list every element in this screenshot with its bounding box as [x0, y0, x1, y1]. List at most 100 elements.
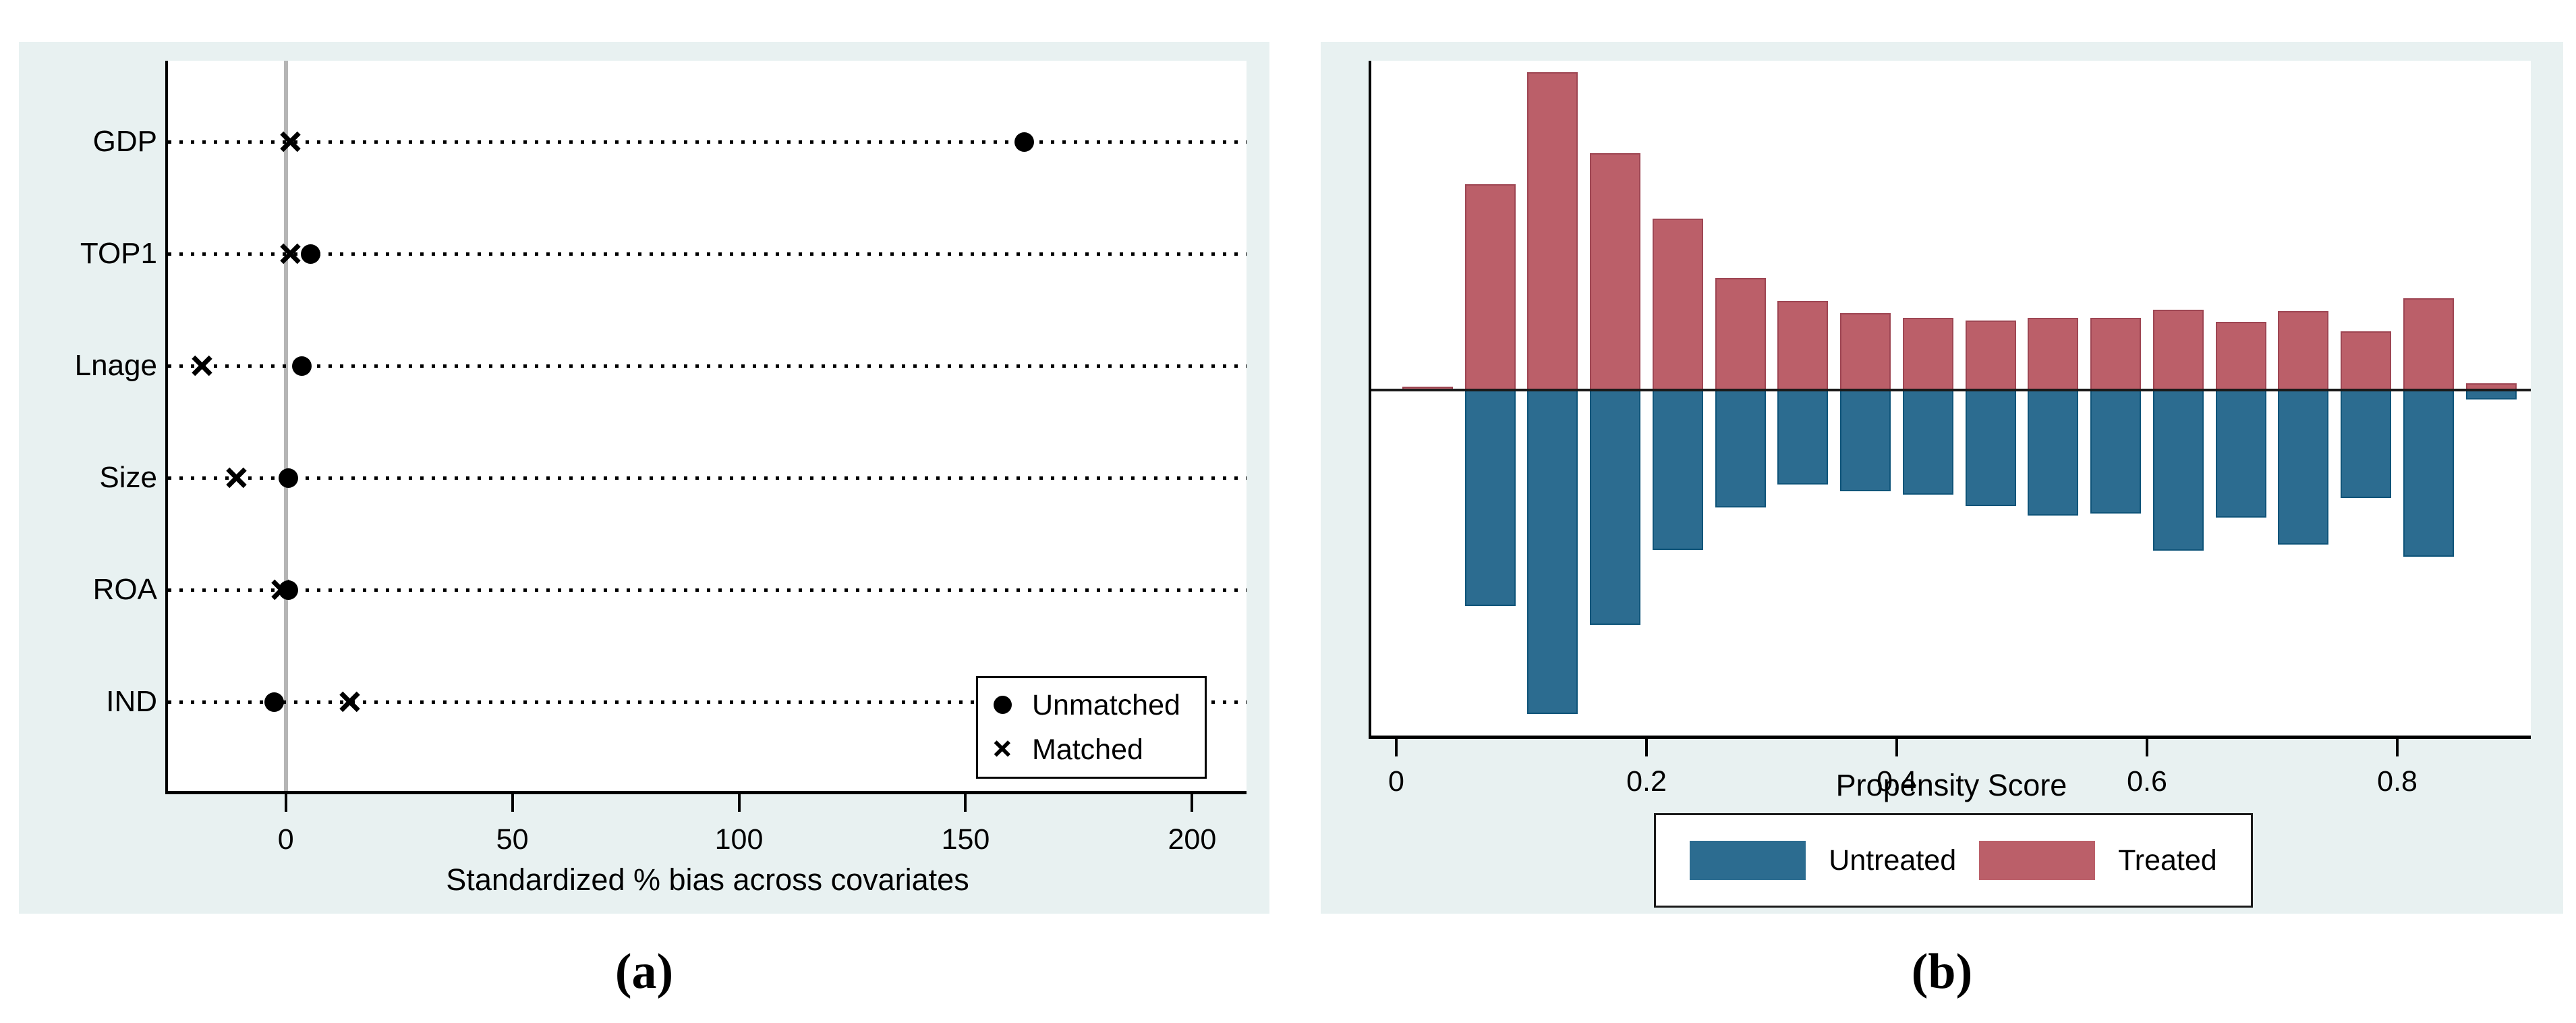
treated-bar [1464, 184, 1516, 390]
x-tick-label-50: 50 [496, 823, 529, 856]
treated-bar [2403, 298, 2454, 390]
treated-bar [2341, 331, 2392, 390]
x-tick-label-0: 0 [1388, 765, 1404, 798]
matched-marker-gdp [279, 131, 301, 153]
legend-label-treated: Treated [2118, 844, 2217, 877]
histogram-baseline [1371, 389, 2531, 391]
legend-label-matched: Matched [1032, 733, 1143, 766]
leader-line-gdp [168, 140, 1247, 144]
untreated-bar [2465, 390, 2517, 400]
x-tick-label-0p6: 0.6 [2127, 765, 2167, 798]
leader-line-size [168, 476, 1247, 480]
treated-bar [2278, 311, 2329, 390]
matched-marker-ind [339, 691, 360, 713]
category-label-ind: IND [106, 685, 157, 718]
zero-reference-line [283, 61, 288, 791]
category-label-top1: TOP1 [80, 237, 157, 270]
legend-label-unmatched: Unmatched [1032, 688, 1180, 721]
panel-b: Propensity Score Untreated Treated 0 0.2 0.… [1321, 42, 2563, 914]
treated-bar [2028, 318, 2079, 390]
untreated-bar [1715, 390, 1766, 507]
legend-matched-unmatched: Unmatched Matched [976, 676, 1207, 779]
matched-marker-size [225, 467, 247, 489]
unmatched-marker-gdp [1014, 132, 1035, 152]
panel-a: Standardized % bias across covariates Un… [19, 42, 1269, 914]
leader-line-roa [168, 588, 1247, 592]
untreated-bar [1464, 390, 1516, 606]
unmatched-marker-top1 [301, 244, 321, 264]
untreated-bar [2028, 390, 2079, 516]
leader-line-ind [168, 700, 1247, 704]
x-tick-0 [284, 794, 287, 812]
unmatched-marker-size [278, 468, 298, 488]
legend-label-untreated: Untreated [1829, 844, 1957, 877]
x-tick-label-0p2: 0.2 [1626, 765, 1667, 798]
untreated-bar [1840, 390, 1891, 491]
y-axis-line [165, 61, 168, 794]
legend-item-matched: Matched [992, 734, 1191, 766]
treated-bar [1715, 278, 1766, 390]
untreated-bar [2090, 390, 2142, 514]
treated-bar [1527, 72, 1578, 390]
untreated-bar [1527, 390, 1578, 714]
category-label-lnage: Lnage [74, 349, 157, 382]
treated-bar [2215, 322, 2266, 390]
x-tick-label-200: 200 [1168, 823, 1217, 856]
x-tick-label-100: 100 [714, 823, 764, 856]
untreated-bar [2215, 390, 2266, 518]
treated-bar [1777, 301, 1829, 390]
x-tick-0p6 [2146, 739, 2148, 756]
legend-treated-untreated: Untreated Treated [1654, 813, 2253, 908]
untreated-bar [2341, 390, 2392, 499]
x-axis-title-bias: Standardized % bias across covariates [446, 862, 969, 897]
x-marker-glyph [994, 740, 1008, 754]
legend-item-unmatched: Unmatched [992, 689, 1191, 721]
x-tick-0p2 [1645, 739, 1648, 756]
treated-bar [1590, 153, 1641, 390]
unmatched-marker-ind [264, 692, 285, 712]
untreated-swatch [1690, 841, 1806, 880]
unmatched-marker-roa [278, 580, 298, 600]
unmatched-dot-icon [992, 694, 1014, 717]
dot-marker-glyph [994, 696, 1012, 714]
matched-marker-top1 [279, 243, 301, 265]
x-tick-50 [511, 794, 514, 812]
matched-x-icon [992, 738, 1014, 761]
bias-dot-plot: Standardized % bias across covariates Un… [75, 61, 1247, 897]
x-tick-200 [1191, 794, 1194, 812]
untreated-bar [2403, 390, 2454, 557]
category-label-size: Size [99, 461, 157, 494]
x-tick-label-0p4: 0.4 [1877, 765, 1917, 798]
treated-bar [1902, 318, 1953, 390]
matched-marker-lnage [191, 355, 212, 377]
untreated-bar [1652, 390, 1703, 550]
treated-bar [1840, 313, 1891, 390]
leader-line-lnage [168, 364, 1247, 368]
leader-line-top1 [168, 252, 1247, 256]
propensity-histogram: Propensity Score Untreated Treated 0 0.2 0.… [1369, 61, 2531, 908]
treated-bar [2152, 309, 2204, 390]
x-axis-title-propensity: Propensity Score [1835, 768, 2067, 802]
x-tick-label-0p8: 0.8 [2377, 765, 2417, 798]
treated-swatch [1979, 841, 2096, 880]
untreated-bar [1902, 390, 1953, 495]
treated-bar [1965, 320, 2016, 390]
x-tick-100 [737, 794, 741, 812]
untreated-bar [1590, 390, 1641, 626]
x-tick-0p4 [1895, 739, 1898, 756]
category-label-gdp: GDP [92, 125, 157, 158]
x-axis-line [165, 791, 1247, 794]
y-axis-line [1369, 61, 1371, 738]
untreated-bar [1777, 390, 1829, 485]
x-tick-0p8 [2396, 739, 2399, 756]
untreated-bar [2278, 390, 2329, 545]
panel-b-caption: (b) [1911, 944, 1973, 999]
treated-bar [1652, 219, 1703, 390]
x-tick-label-0: 0 [277, 823, 294, 856]
x-axis-line [1369, 736, 2531, 739]
panel-a-caption: (a) [614, 944, 674, 999]
x-tick-0 [1395, 739, 1398, 756]
category-label-roa: ROA [92, 573, 157, 606]
x-tick-150 [964, 794, 967, 812]
